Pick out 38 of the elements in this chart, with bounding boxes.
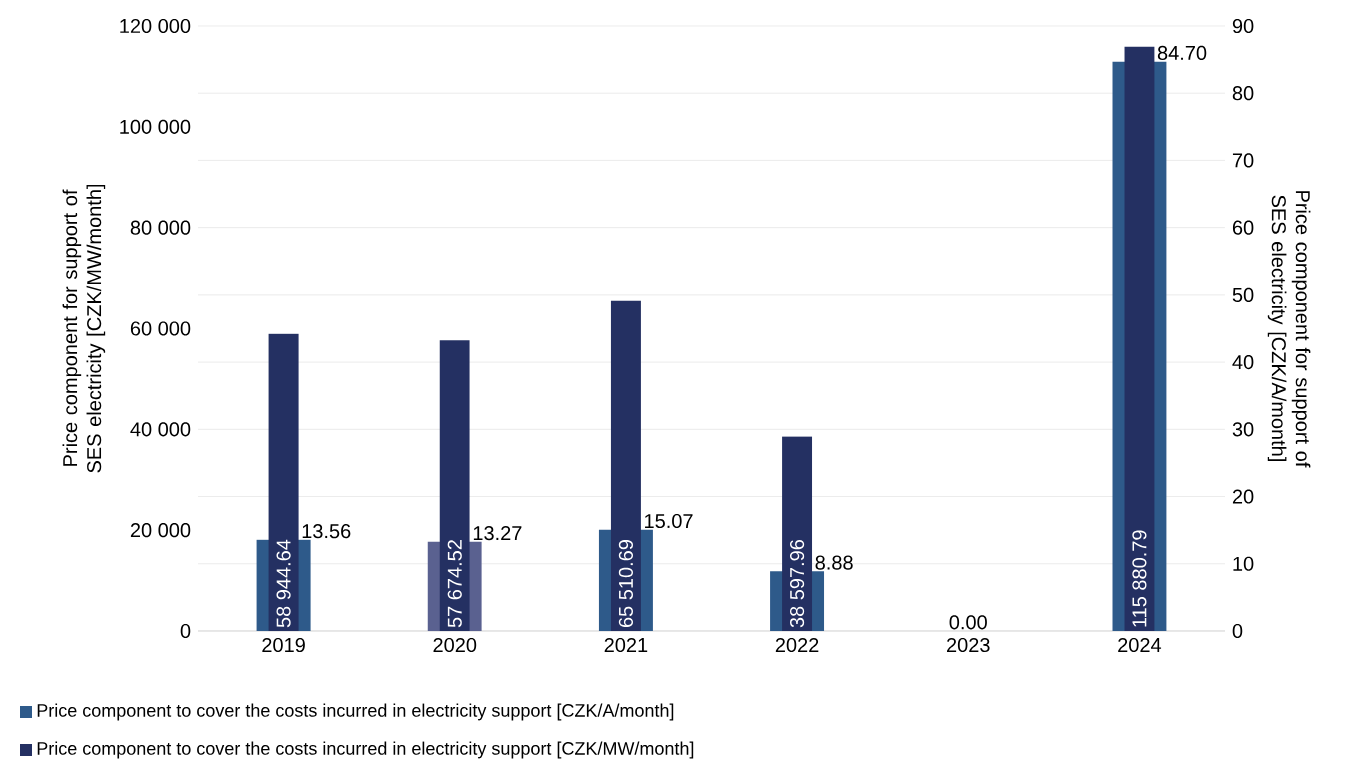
y2-tick-label: 60 [1232, 220, 1254, 235]
y2-tick-label: 70 [1232, 153, 1254, 168]
y2-tick-label: 0 [1232, 623, 1243, 639]
y2-tick-label: 80 [1232, 86, 1254, 101]
data-label: 15.07 [645, 513, 693, 529]
x-tick-label: 2020 [433, 637, 477, 653]
y2-axis-title: Price component for support of SES electricity [CZK/A/month] [1267, 191, 1311, 468]
legend-label: Price component to cover the costs incurred in electricity support [CZK/A/month] [37, 703, 674, 721]
data-label: 13.56 [302, 524, 351, 539]
y2-tick-label: 10 [1233, 556, 1254, 571]
data-label: 84.70 [1157, 45, 1207, 61]
y2-tick-label: 30 [1232, 422, 1254, 437]
x-tick-label: 2019 [262, 637, 305, 653]
data-label: 65 510.69 [618, 540, 633, 628]
y-tick-label: 20 000 [130, 523, 191, 538]
y2-tick-label: 90 [1232, 18, 1254, 34]
y-tick-label: 40 000 [130, 422, 191, 437]
x-tick-label: 2024 [1118, 637, 1162, 653]
y-axis-title: Price component for support of SES electricity [CZK/MW/month] [62, 184, 106, 473]
y2-tick-label: 20 [1232, 489, 1254, 504]
data-label: 57 674.52 [447, 540, 462, 628]
x-tick-label: 2022 [775, 637, 819, 653]
y-tick-label: 120 000 [120, 18, 191, 34]
y-tick-label: 80 000 [130, 220, 191, 235]
y-tick-label: 100 000 [120, 119, 191, 134]
data-label: 115 880.79 [1132, 530, 1147, 627]
data-label: 13.27 [473, 526, 522, 541]
data-label: 58 944.64 [276, 539, 291, 628]
y-tick-label: 60 000 [130, 321, 191, 336]
data-label: 38 597.96 [790, 539, 805, 628]
x-tick-label: 2023 [947, 637, 990, 653]
legend-label: Price component to cover the costs incurred in electricity support [CZK/MW/month] [37, 741, 694, 759]
y2-tick-label: 50 [1232, 287, 1254, 302]
data-label: 0.00 [949, 615, 987, 630]
data-label: 8.88 [815, 555, 853, 570]
y2-tick-label: 40 [1232, 355, 1254, 370]
y-tick-label: 0 [180, 623, 191, 639]
x-tick-label: 2021 [604, 637, 648, 653]
